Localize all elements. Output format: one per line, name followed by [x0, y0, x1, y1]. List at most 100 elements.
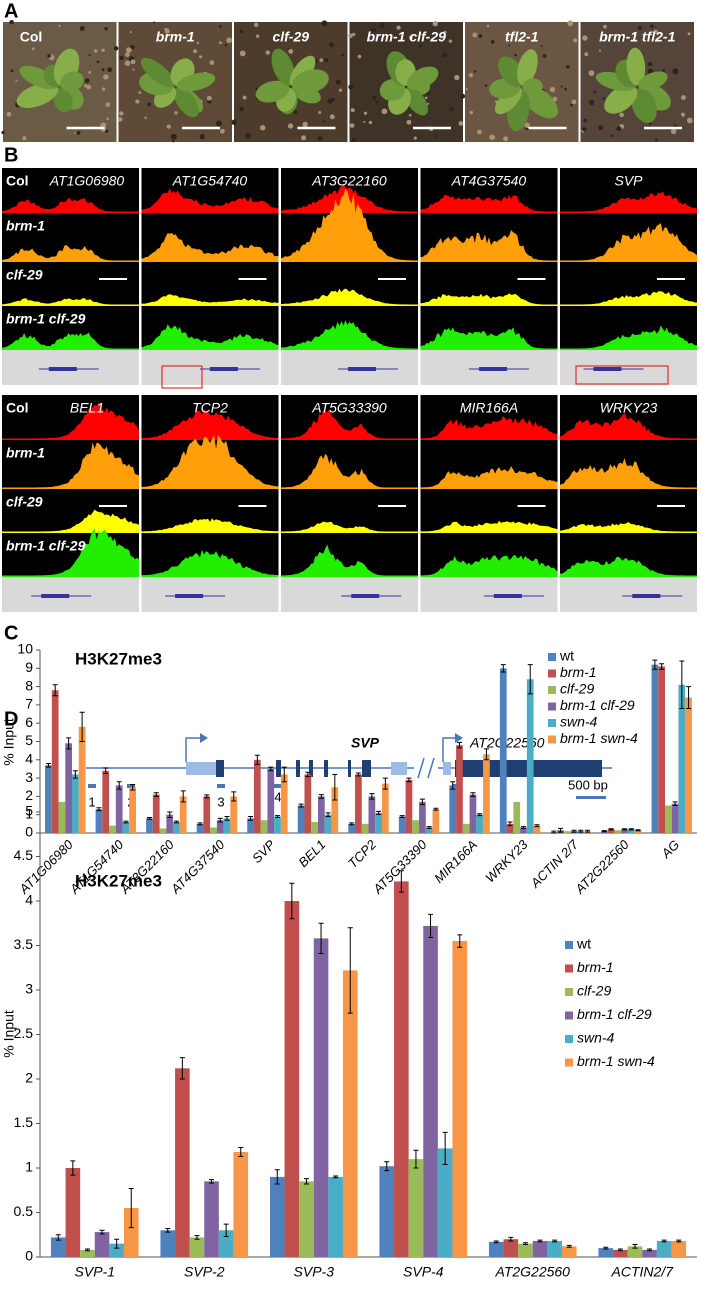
soil-grain: [490, 40, 495, 44]
track-label: brm-1: [6, 445, 45, 461]
bar: [361, 823, 369, 833]
soil-grain: [93, 49, 98, 53]
soil-grain: [670, 128, 677, 135]
soil-grain: [619, 112, 624, 118]
soil-grain: [124, 60, 131, 66]
coverage-track: [141, 434, 279, 489]
error-bar: [180, 790, 186, 803]
error-bar: [325, 812, 331, 818]
soil-grain: [583, 118, 588, 123]
soil-grain: [363, 111, 368, 115]
bar: [561, 1246, 577, 1257]
error-bar: [224, 816, 230, 821]
legend-swatch: [565, 1011, 573, 1020]
soil-grain: [331, 97, 336, 102]
soil-grain: [468, 73, 474, 78]
leaf: [140, 57, 175, 88]
soil-grain: [648, 33, 653, 38]
bar: [109, 825, 116, 833]
soil-grain: [662, 68, 665, 72]
soil-grain: [301, 135, 307, 141]
error-bar: [442, 1131, 448, 1165]
soil-grain: [406, 119, 412, 125]
soil-grain: [22, 136, 27, 141]
bar: [547, 1240, 562, 1257]
bar: [233, 1151, 249, 1257]
soil-grain: [119, 111, 124, 116]
error-bar: [99, 1229, 105, 1235]
error-bar: [558, 827, 564, 833]
error-bar: [433, 807, 439, 811]
error-bar: [79, 711, 85, 742]
coverage-track: [2, 332, 139, 350]
soil-grain: [135, 99, 140, 104]
gene-model-panel: [281, 577, 418, 612]
gene-model-panel: [2, 577, 139, 612]
soil-grain: [653, 29, 658, 34]
soil-grain: [589, 99, 595, 106]
error-bar: [534, 824, 540, 828]
soil-grain: [239, 50, 246, 57]
soil-grain: [317, 136, 323, 141]
bar: [123, 1208, 139, 1257]
x-tick-label: BEL1: [295, 837, 328, 870]
bar: [267, 768, 275, 833]
y-tick-label: 2.5: [14, 1025, 34, 1041]
coverage-track: [281, 453, 418, 489]
legend-swatch: [548, 735, 556, 744]
bar: [274, 816, 281, 833]
bar: [328, 1176, 343, 1257]
soil-grain: [478, 34, 483, 38]
soil-grain: [101, 68, 105, 72]
error-bar: [603, 1246, 609, 1250]
coverage-track: [420, 520, 558, 533]
coverage-track: [420, 327, 558, 350]
soil-grain: [226, 37, 232, 44]
error-bar: [238, 1147, 244, 1157]
gene-label: BEL1: [70, 400, 104, 416]
soil-grain: [132, 68, 135, 71]
error-bar: [275, 815, 281, 818]
soil-grain: [113, 46, 119, 51]
soil-grain: [341, 53, 344, 57]
gene-label: AT1G06980: [49, 173, 125, 189]
legend-label: wt: [559, 648, 574, 664]
soil-grain: [96, 60, 100, 64]
y-tick-label: 3: [25, 769, 33, 785]
legend-label: wt: [576, 936, 591, 952]
error-bar: [601, 830, 607, 833]
soil-grain: [680, 112, 686, 117]
bar: [513, 801, 521, 833]
bar: [499, 668, 507, 833]
soil-grain: [170, 133, 177, 140]
bar: [80, 1249, 95, 1257]
bar: [375, 812, 382, 833]
legend-swatch: [565, 988, 573, 996]
soil-grain: [408, 35, 413, 40]
y-tick-label: 7: [25, 696, 33, 712]
soil-grain: [318, 110, 322, 114]
bar: [613, 1249, 628, 1257]
error-bar: [608, 828, 614, 831]
track-label: brm-1 clf-29: [6, 538, 86, 554]
coverage-track: [141, 294, 279, 306]
soil-grain: [101, 87, 106, 91]
legend-swatch: [548, 653, 556, 661]
soil-grain: [118, 117, 123, 122]
gene-model-panel: [420, 577, 558, 612]
bar: [526, 679, 534, 833]
bar: [109, 1243, 124, 1257]
plant-label: brm-1: [156, 29, 195, 45]
gene-label: AT1G54740: [172, 173, 248, 189]
soil-grain: [209, 60, 215, 65]
soil-grain: [105, 102, 111, 107]
error-bar: [217, 817, 223, 823]
coverage-track: [281, 544, 418, 577]
error-bar: [376, 810, 382, 815]
soil-grain: [371, 27, 376, 33]
soil-grain: [338, 88, 343, 92]
amplicon-label: 4: [274, 789, 281, 804]
bar: [664, 805, 672, 833]
soil-grain: [540, 45, 543, 48]
error-bar: [66, 737, 72, 750]
